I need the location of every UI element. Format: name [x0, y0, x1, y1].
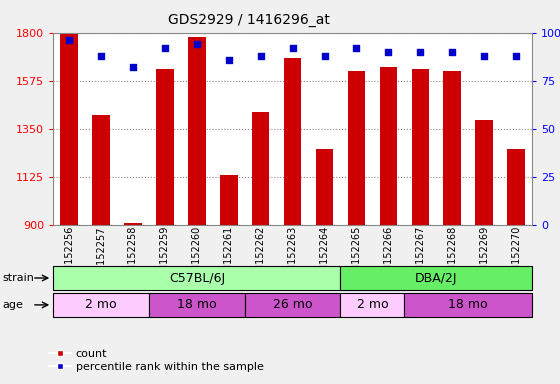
- Bar: [53, 33, 85, 225]
- Point: [64, 37, 73, 43]
- Point: [448, 49, 457, 55]
- Point: [479, 53, 488, 59]
- Text: 26 mo: 26 mo: [273, 298, 312, 311]
- Text: strain: strain: [3, 273, 35, 283]
- Bar: [340, 293, 404, 317]
- Point: [511, 53, 520, 59]
- Bar: [436, 33, 468, 225]
- Text: 2 mo: 2 mo: [85, 298, 117, 311]
- Text: 2 mo: 2 mo: [357, 298, 388, 311]
- Bar: [245, 33, 277, 225]
- Bar: [380, 67, 397, 225]
- Point: [161, 45, 170, 51]
- Bar: [117, 33, 149, 225]
- Point: [256, 53, 265, 59]
- Bar: [245, 293, 340, 317]
- Bar: [124, 222, 142, 225]
- Bar: [53, 293, 149, 317]
- Bar: [412, 69, 429, 225]
- Point: [224, 56, 234, 63]
- Point: [193, 41, 202, 47]
- Text: C57BL/6J: C57BL/6J: [169, 271, 225, 285]
- Bar: [149, 293, 245, 317]
- Bar: [309, 33, 340, 225]
- Bar: [92, 115, 110, 225]
- Bar: [156, 69, 174, 225]
- Text: DBA/2J: DBA/2J: [415, 271, 458, 285]
- Bar: [404, 293, 532, 317]
- Bar: [507, 149, 525, 225]
- Bar: [372, 33, 404, 225]
- Point: [384, 49, 393, 55]
- Point: [288, 45, 297, 51]
- Point: [352, 45, 361, 51]
- Text: 18 mo: 18 mo: [177, 298, 217, 311]
- Bar: [220, 174, 237, 225]
- Legend: count, percentile rank within the sample: count, percentile rank within the sample: [45, 344, 268, 377]
- Bar: [316, 149, 333, 225]
- Point: [128, 64, 138, 70]
- Bar: [60, 34, 78, 225]
- Point: [96, 53, 105, 59]
- Bar: [500, 33, 532, 225]
- Bar: [284, 58, 301, 225]
- Point: [320, 53, 329, 59]
- Bar: [181, 33, 213, 225]
- Text: GDS2929 / 1416296_at: GDS2929 / 1416296_at: [168, 13, 330, 27]
- Bar: [444, 71, 461, 225]
- Bar: [340, 266, 532, 290]
- Bar: [53, 266, 340, 290]
- Text: 100%: 100%: [558, 21, 560, 31]
- Bar: [252, 112, 269, 225]
- Bar: [188, 37, 206, 225]
- Text: 18 mo: 18 mo: [449, 298, 488, 311]
- Bar: [475, 120, 493, 225]
- Bar: [348, 71, 365, 225]
- Text: age: age: [3, 300, 24, 310]
- Point: [416, 49, 424, 55]
